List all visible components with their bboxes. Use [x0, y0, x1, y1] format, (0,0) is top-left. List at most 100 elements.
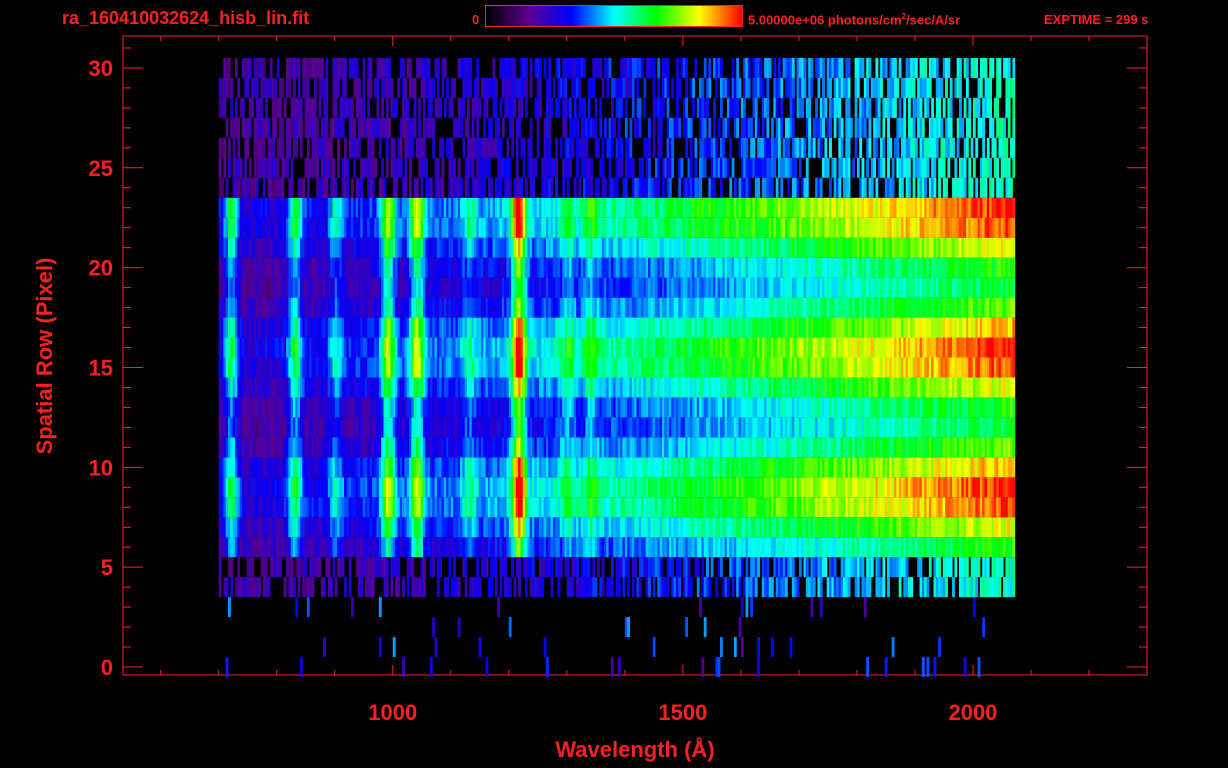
heatmap-cell — [395, 337, 398, 358]
heatmap-cell — [636, 317, 640, 338]
heatmap-cell — [351, 537, 354, 558]
heatmap-cell — [230, 457, 234, 478]
heatmap-cell — [696, 397, 700, 418]
heatmap-cell — [791, 357, 795, 378]
heatmap-cell — [325, 317, 329, 338]
heatmap-cell — [896, 537, 900, 558]
heatmap-cell — [513, 457, 517, 478]
heatmap-cell — [831, 377, 835, 398]
heatmap-cell — [666, 357, 670, 378]
heatmap-cell — [873, 317, 876, 338]
heatmap-cell — [615, 537, 619, 558]
heatmap-cell — [290, 377, 294, 398]
heatmap-cell — [975, 357, 979, 378]
heatmap-cell — [829, 537, 832, 558]
heatmap-cell — [970, 377, 974, 398]
heatmap-cell — [931, 317, 934, 338]
heatmap-cell — [580, 477, 584, 498]
heatmap-cell — [499, 437, 503, 458]
heatmap-cell — [617, 557, 621, 578]
heatmap-cell — [362, 537, 366, 558]
heatmap-cell — [617, 417, 621, 438]
heatmap-cell — [715, 497, 719, 518]
heatmap-cell — [469, 437, 473, 458]
heatmap-cell — [409, 377, 412, 398]
heatmap-cell — [959, 357, 962, 378]
heatmap-cell — [914, 297, 918, 318]
heatmap-cell — [982, 617, 986, 638]
heatmap-cell — [657, 517, 661, 538]
heatmap-cell — [1003, 337, 1006, 358]
heatmap-cell — [761, 537, 765, 558]
heatmap-cell — [422, 457, 426, 478]
heatmap-cell — [856, 437, 860, 458]
heatmap-cell — [267, 377, 271, 398]
heatmap-cell — [903, 577, 907, 598]
heatmap-cell — [810, 577, 814, 598]
heatmap-cell — [341, 417, 345, 438]
heatmap-cell — [562, 417, 566, 438]
heatmap-cell — [620, 497, 624, 518]
heatmap-cell — [975, 557, 979, 578]
heatmap-cell — [775, 497, 779, 518]
heatmap-cell — [490, 457, 494, 478]
heatmap-cell — [975, 377, 979, 398]
heatmap-cell — [230, 577, 234, 598]
heatmap-cell — [634, 397, 637, 418]
heatmap-cell — [251, 557, 255, 578]
heatmap-cell — [631, 477, 635, 498]
heatmap-cell — [910, 397, 914, 418]
heatmap-cell — [464, 517, 468, 538]
heatmap-cell — [279, 437, 282, 458]
heatmap-cell — [805, 317, 809, 338]
heatmap-cell — [441, 297, 445, 318]
heatmap-cell — [845, 437, 849, 458]
heatmap-cell — [439, 357, 443, 378]
heatmap-cell — [230, 417, 234, 438]
heatmap-cell — [801, 337, 805, 358]
heatmap-cell — [467, 297, 470, 318]
heatmap-cell — [494, 517, 498, 538]
heatmap-cell — [993, 337, 997, 358]
heatmap-cell — [492, 357, 496, 378]
heatmap-cell — [464, 457, 468, 478]
heatmap-cell — [771, 457, 774, 478]
heatmap-cell — [513, 577, 517, 598]
heatmap-cell — [304, 397, 308, 418]
heatmap-cell — [269, 537, 273, 558]
heatmap-cell — [323, 417, 326, 438]
heatmap-cell — [427, 537, 431, 558]
heatmap-cell — [441, 417, 445, 438]
heatmap-cell — [318, 537, 322, 558]
heatmap-cell — [411, 437, 415, 458]
heatmap-cell — [453, 497, 456, 518]
heatmap-cell — [752, 377, 756, 398]
heatmap-cell — [945, 577, 948, 598]
heatmap-cell — [894, 497, 897, 518]
heatmap-cell — [641, 377, 644, 398]
heatmap-cell — [675, 397, 679, 418]
heatmap-cell — [907, 437, 911, 458]
heatmap-cell — [367, 477, 371, 498]
heatmap-cell — [580, 497, 584, 518]
heatmap-cell — [390, 477, 394, 498]
heatmap-cell — [432, 397, 436, 418]
heatmap-cell — [309, 457, 313, 478]
heatmap-cell — [573, 377, 577, 398]
heatmap-cell — [492, 337, 496, 358]
heatmap-cell — [940, 337, 944, 358]
heatmap-cell — [877, 457, 881, 478]
heatmap-cell — [341, 537, 345, 558]
heatmap-cell — [710, 557, 714, 578]
heatmap-cell — [722, 477, 726, 498]
heatmap-cell — [965, 517, 969, 538]
heatmap-cell — [334, 397, 338, 418]
heatmap-cell — [961, 297, 965, 318]
heatmap-cell — [766, 317, 770, 338]
heatmap-cell — [344, 297, 347, 318]
heatmap-cell — [406, 377, 410, 398]
heatmap-cell — [413, 357, 417, 378]
heatmap-cell — [557, 517, 561, 538]
heatmap-cell — [678, 417, 682, 438]
heatmap-cell — [935, 297, 939, 318]
